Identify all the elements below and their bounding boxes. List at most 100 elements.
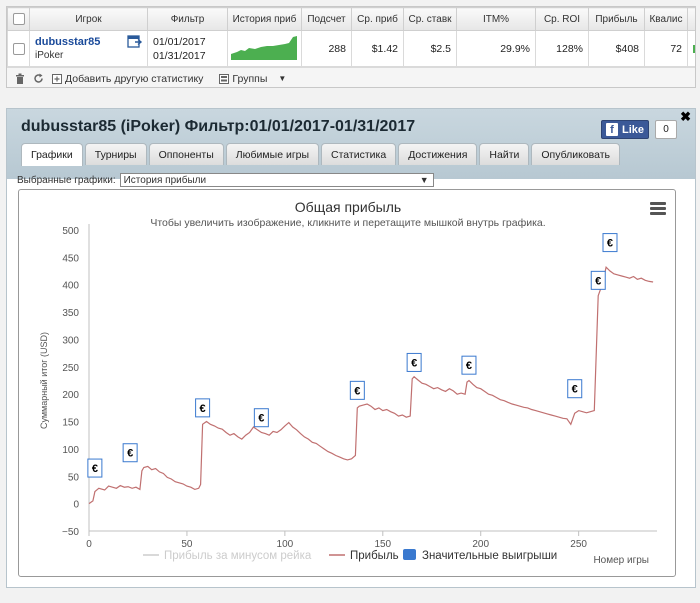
big-win-marker-box — [122, 443, 138, 463]
y-tick-label: 350 — [62, 308, 79, 319]
header-qual[interactable]: Квалис — [644, 7, 688, 31]
player-site: iPoker — [35, 50, 64, 61]
y-tick-label: 50 — [68, 472, 80, 483]
big-win-marker: € — [406, 352, 422, 372]
panel-header: dubusstar85 (iPoker) Фильтр:01/01/2017-0… — [7, 109, 695, 179]
tab-find[interactable]: Найти — [479, 143, 530, 165]
history-sparkline — [231, 36, 297, 60]
y-tick-label: 450 — [62, 253, 79, 264]
big-win-marker-box — [87, 458, 103, 478]
x-tick-label: 100 — [277, 539, 294, 550]
euro-icon: € — [595, 275, 601, 287]
y-tick-label: 150 — [62, 418, 79, 429]
stats-table-panel: Игрок Фильтр История приб Подсчет Ср. пр… — [6, 6, 696, 88]
tab-achievements[interactable]: Достижения — [398, 143, 478, 165]
table-row: dubusstar85 iPoker 01/01/2017 01/31/2017… — [7, 30, 695, 67]
tab-favorite-games[interactable]: Любимые игры — [225, 143, 320, 165]
big-win-marker: € — [602, 233, 618, 253]
open-window-icon[interactable] — [127, 35, 143, 49]
chart-select-label: Выбранные графики: — [17, 174, 116, 186]
chevron-down-icon: ▼ — [278, 74, 287, 83]
tab-opponents[interactable]: Оппоненты — [148, 143, 224, 165]
y-tick-label: 250 — [62, 363, 79, 374]
chart-select-value: История прибыли — [123, 174, 207, 186]
header-avg-stake[interactable]: Ср. ставк — [403, 7, 457, 31]
big-win-marker: € — [122, 443, 138, 463]
euro-icon: € — [200, 403, 206, 415]
big-win-marker: € — [195, 398, 211, 418]
tab-charts[interactable]: Графики — [21, 143, 83, 166]
big-win-marker-box — [406, 352, 422, 372]
refresh-icon[interactable] — [33, 73, 44, 84]
avg-stake-cell: $2.5 — [403, 30, 457, 67]
filter-to: 01/31/2017 — [153, 49, 206, 62]
header-profit[interactable]: Прибыль — [588, 7, 645, 31]
euro-icon: € — [258, 413, 264, 425]
close-icon[interactable]: ✖ — [680, 109, 691, 124]
row-checkbox[interactable] — [7, 30, 30, 67]
avg-profit-cell: $1.42 — [351, 30, 404, 67]
add-stat-label: Добавить другую статистику — [65, 72, 204, 85]
y-tick-label: 0 — [73, 500, 79, 511]
x-tick-label: 200 — [472, 539, 489, 550]
euro-icon: € — [354, 385, 360, 397]
euro-icon: € — [572, 384, 578, 396]
groups-icon — [219, 73, 230, 84]
header-roi[interactable]: Ср. ROI — [535, 7, 589, 31]
x-tick-label: 0 — [86, 539, 92, 550]
big-win-marker: € — [253, 408, 269, 428]
big-win-marker-box — [602, 233, 618, 253]
header-history[interactable]: История приб — [227, 7, 302, 31]
itm-cell: 29.9% — [456, 30, 536, 67]
big-win-marker: € — [590, 270, 606, 290]
chart-menu-icon[interactable] — [650, 202, 666, 215]
chart-select-row: Выбранные графики: История прибыли ▼ — [17, 173, 434, 187]
profit-series-line — [88, 266, 654, 505]
chart-svg: Общая прибыль Чтобы увеличить изображение… — [39, 199, 657, 566]
header-itm[interactable]: ITM% — [456, 7, 536, 31]
euro-icon: € — [466, 360, 472, 372]
y-tick-label: 400 — [62, 281, 79, 292]
y-tick-label: 200 — [62, 390, 79, 401]
header-filter[interactable]: Фильтр — [147, 7, 228, 31]
chart-select-dropdown[interactable]: История прибыли ▼ — [119, 173, 434, 187]
y-tick-label: −50 — [62, 527, 79, 538]
big-win-marker-box — [195, 398, 211, 418]
roi-cell: 128% — [535, 30, 589, 67]
big-win-marker: € — [567, 379, 583, 399]
profit-cell: $408 — [588, 30, 645, 67]
chevron-down-icon: ▼ — [419, 175, 429, 185]
x-axis-label: Номер игры — [593, 555, 649, 566]
big-win-marker-box — [461, 355, 477, 375]
euro-icon: € — [92, 463, 98, 475]
big-win-marker: € — [87, 458, 103, 478]
select-all-checkbox[interactable] — [7, 7, 30, 31]
add-stat-button[interactable]: Добавить другую статистику — [52, 73, 211, 85]
extra-cell — [687, 30, 695, 67]
player-link[interactable]: dubusstar85 — [35, 36, 101, 48]
big-win-marker-box — [567, 379, 583, 399]
euro-icon: € — [411, 357, 417, 369]
qual-cell: 72 — [644, 30, 688, 67]
header-avg-profit[interactable]: Ср. приб — [351, 7, 404, 31]
big-win-marker-box — [590, 270, 606, 290]
tab-tournaments[interactable]: Турниры — [84, 143, 147, 165]
header-player[interactable]: Игрок — [29, 7, 148, 31]
header-count[interactable]: Подсчет — [301, 7, 352, 31]
big-win-marker: € — [461, 355, 477, 375]
like-count: 0 — [655, 120, 677, 139]
groups-button[interactable]: Группы ▼ — [219, 73, 294, 85]
trash-icon[interactable] — [15, 73, 25, 84]
panel-tabs: Графики Турниры Оппоненты Любимые игры С… — [21, 143, 622, 166]
player-cell: dubusstar85 iPoker — [29, 30, 148, 67]
euro-icon: € — [127, 448, 133, 460]
profit-chart[interactable]: Общая прибыль Чтобы увеличить изображение… — [18, 189, 676, 577]
filter-cell: 01/01/2017 01/31/2017 — [147, 30, 228, 67]
groups-label: Группы — [232, 72, 268, 85]
facebook-like-button[interactable]: f Like — [601, 120, 649, 139]
tab-publish[interactable]: Опубликовать — [531, 143, 621, 165]
filter-from: 01/01/2017 — [153, 35, 206, 48]
x-tick-label: 50 — [181, 539, 193, 550]
legend-item-profit: Прибыль — [350, 550, 399, 562]
tab-statistics[interactable]: Статистика — [321, 143, 397, 165]
